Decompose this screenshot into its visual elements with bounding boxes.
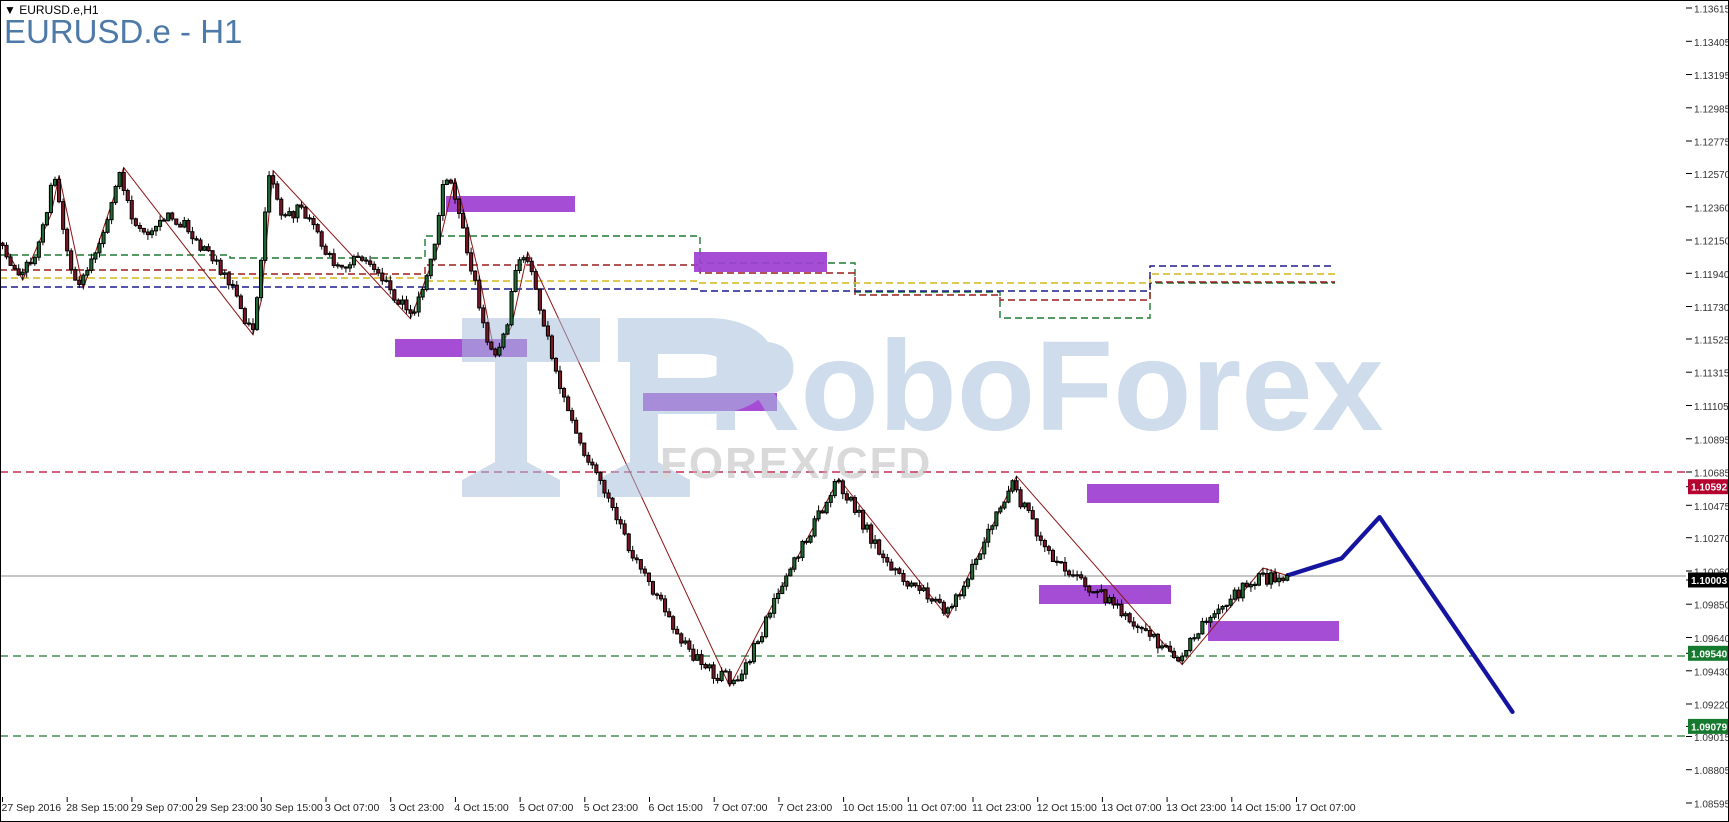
svg-text:1.11525: 1.11525 <box>1694 336 1729 347</box>
svg-text:1.08805: 1.08805 <box>1694 766 1729 777</box>
svg-text:1.12775: 1.12775 <box>1694 138 1729 149</box>
svg-text:27 Sep 2016: 27 Sep 2016 <box>2 802 62 814</box>
svg-text:13 Oct 23:00: 13 Oct 23:00 <box>1166 802 1226 814</box>
svg-text:1.10475: 1.10475 <box>1694 502 1729 513</box>
svg-text:1.12985: 1.12985 <box>1694 104 1729 115</box>
svg-text:1.12150: 1.12150 <box>1694 237 1729 248</box>
svg-text:1.11105: 1.11105 <box>1694 402 1729 413</box>
svg-text:1.09540: 1.09540 <box>1691 649 1728 660</box>
svg-text:14 Oct 15:00: 14 Oct 15:00 <box>1231 802 1291 814</box>
svg-text:10 Oct 15:00: 10 Oct 15:00 <box>843 802 903 814</box>
svg-text:1.10685: 1.10685 <box>1694 469 1729 480</box>
svg-text:1.11315: 1.11315 <box>1694 369 1729 380</box>
svg-text:1.13405: 1.13405 <box>1694 38 1729 49</box>
svg-text:1.12360: 1.12360 <box>1694 203 1729 214</box>
svg-text:1.13195: 1.13195 <box>1694 71 1729 82</box>
svg-text:1.12570: 1.12570 <box>1694 170 1729 181</box>
svg-text:5 Oct 23:00: 5 Oct 23:00 <box>584 802 638 814</box>
svg-text:1.10895: 1.10895 <box>1694 435 1729 446</box>
svg-text:7 Oct 07:00: 7 Oct 07:00 <box>713 802 767 814</box>
svg-text:FOREX/CFD: FOREX/CFD <box>660 439 932 488</box>
svg-text:5 Oct 07:00: 5 Oct 07:00 <box>519 802 573 814</box>
svg-text:17 Oct 07:00: 17 Oct 07:00 <box>1296 802 1356 814</box>
svg-text:11 Oct 23:00: 11 Oct 23:00 <box>972 802 1032 814</box>
svg-text:1.11940: 1.11940 <box>1694 270 1729 281</box>
svg-text:7 Oct 23:00: 7 Oct 23:00 <box>778 802 832 814</box>
svg-text:1.10270: 1.10270 <box>1694 534 1729 545</box>
svg-text:1.09015: 1.09015 <box>1694 733 1729 744</box>
svg-text:29 Sep 07:00: 29 Sep 07:00 <box>131 802 194 814</box>
svg-text:RoboForex: RoboForex <box>708 315 1384 458</box>
svg-text:1.10592: 1.10592 <box>1691 483 1728 494</box>
svg-text:3 Oct 23:00: 3 Oct 23:00 <box>390 802 444 814</box>
svg-text:30 Sep 15:00: 30 Sep 15:00 <box>260 802 323 814</box>
svg-text:1.10003: 1.10003 <box>1691 576 1728 587</box>
svg-text:1.08595: 1.08595 <box>1694 800 1729 811</box>
svg-text:29 Sep 23:00: 29 Sep 23:00 <box>196 802 259 814</box>
svg-text:13 Oct 07:00: 13 Oct 07:00 <box>1101 802 1161 814</box>
svg-text:6 Oct 15:00: 6 Oct 15:00 <box>649 802 703 814</box>
svg-text:28 Sep 15:00: 28 Sep 15:00 <box>66 802 129 814</box>
svg-text:1.13615: 1.13615 <box>1694 5 1729 16</box>
svg-text:3 Oct 07:00: 3 Oct 07:00 <box>325 802 379 814</box>
svg-text:1.11730: 1.11730 <box>1694 303 1729 314</box>
svg-text:1.09430: 1.09430 <box>1694 667 1729 678</box>
svg-text:4 Oct 15:00: 4 Oct 15:00 <box>454 802 508 814</box>
svg-text:11 Oct 07:00: 11 Oct 07:00 <box>907 802 967 814</box>
svg-text:12 Oct 15:00: 12 Oct 15:00 <box>1037 802 1097 814</box>
svg-text:1.09220: 1.09220 <box>1694 701 1729 712</box>
svg-text:1.09850: 1.09850 <box>1694 601 1729 612</box>
svg-text:1.09079: 1.09079 <box>1691 722 1728 733</box>
svg-text:1.09640: 1.09640 <box>1694 634 1729 645</box>
